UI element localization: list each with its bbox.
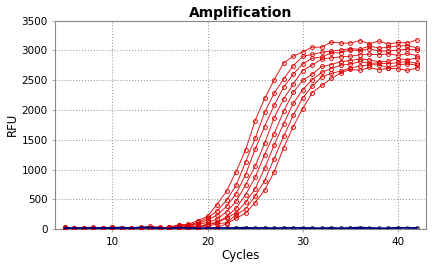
Y-axis label: RFU: RFU	[6, 113, 19, 136]
Title: Amplification: Amplification	[189, 6, 292, 20]
X-axis label: Cycles: Cycles	[222, 250, 260, 262]
